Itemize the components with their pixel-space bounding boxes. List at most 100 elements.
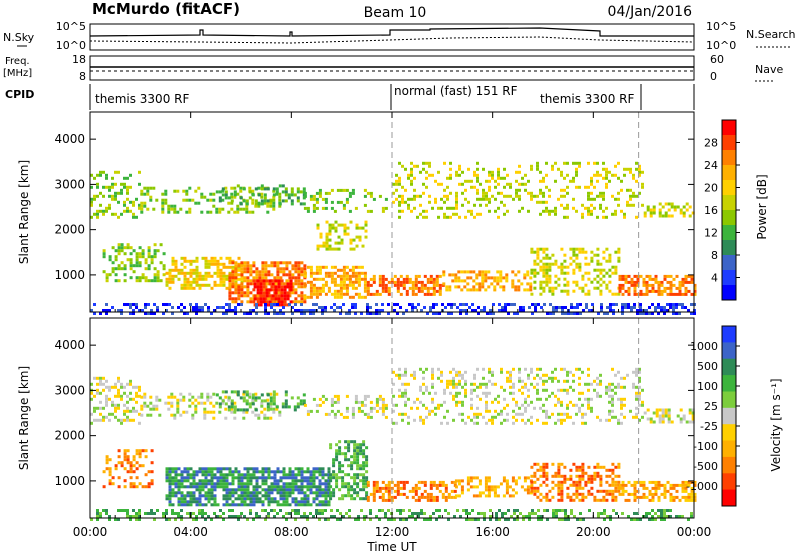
power-region-6 xyxy=(102,243,166,283)
nsearch-tick-bottom: 10^0 xyxy=(706,39,736,52)
velocity-colorbar-swatch-0 xyxy=(722,326,736,343)
velocity-colorbar-swatch-7 xyxy=(722,440,736,458)
velocity-colorbar-tick-2: 100 xyxy=(697,380,718,393)
x-tick-6: 00:00 xyxy=(677,525,712,539)
velocity-colorbar-tick-3: 25 xyxy=(704,400,718,413)
velocity-y-axis: 1000 2000 3000 4000 xyxy=(54,338,694,488)
x-tick-1: 04:00 xyxy=(173,525,208,539)
velocity-region-6 xyxy=(102,449,154,489)
velocity-colorbar-swatch-3 xyxy=(722,375,736,392)
nave-label: Nave xyxy=(755,63,783,76)
cpid-mode-2: normal (fast) 151 RF xyxy=(394,84,518,98)
velocity-region-9 xyxy=(366,480,457,502)
velocity-heatmap-cells xyxy=(90,318,697,521)
velocity-panel: 1000 2000 3000 4000 Slant Range [km] 1000 50… xyxy=(17,317,783,521)
velocity-ylabel: Slant Range [km] xyxy=(17,366,31,470)
x-tick-2: 08:00 xyxy=(274,525,309,539)
power-colorbar-tick-0: 28 xyxy=(704,137,718,150)
power-region-15 xyxy=(618,274,697,296)
velocity-ytick-2: 3000 xyxy=(54,383,85,397)
velocity-region-5 xyxy=(643,408,695,424)
power-colorbar-swatch-4 xyxy=(722,180,736,196)
velocity-ytick-0: 1000 xyxy=(54,474,85,488)
cpid-strip: CPID themis 3300 RF normal (fast) 151 RF… xyxy=(5,84,695,110)
power-region-0 xyxy=(90,170,141,219)
velocity-colorbar-tick-4: -25 xyxy=(700,420,718,433)
power-colorbar-swatch-1 xyxy=(722,135,736,151)
power-region-11 xyxy=(316,220,368,251)
date-title: 04/Jan/2016 xyxy=(608,4,693,20)
velocity-colorbar-swatch-4 xyxy=(722,391,736,409)
power-ytick-0: 1000 xyxy=(54,268,85,282)
time-x-axis: 00:00 04:00 08:00 12:00 16:00 20:00 00:00 xyxy=(73,112,712,539)
freq-unit: [MHz] xyxy=(3,68,32,79)
velocity-colorbar-tick-6: -500 xyxy=(693,460,718,473)
velocity-colorbar-tick-7: -1000 xyxy=(686,480,718,493)
nave-tick-top: 60 xyxy=(710,53,724,66)
velocity-colorbar-swatch-2 xyxy=(722,358,736,376)
velocity-colorbar-label: Velocity [m s⁻¹] xyxy=(769,378,783,471)
velocity-region-8 xyxy=(329,440,369,501)
nsearch-trace xyxy=(89,36,695,44)
velocity-ytick-3: 4000 xyxy=(54,338,85,352)
power-ytick-1: 2000 xyxy=(54,223,85,237)
x-tick-4: 16:00 xyxy=(475,525,510,539)
power-region-3 xyxy=(303,188,388,213)
power-colorbar-tick-2: 20 xyxy=(704,182,718,195)
power-region-16 xyxy=(90,303,696,315)
velocity-region-10 xyxy=(454,476,533,498)
power-region-13 xyxy=(442,270,533,292)
velocity-colorbar-tick-1: 500 xyxy=(697,360,718,373)
power-region-9 xyxy=(253,279,293,307)
power-colorbar-swatch-9 xyxy=(722,255,736,271)
velocity-region-0 xyxy=(90,376,141,425)
power-colorbar-swatch-2 xyxy=(722,150,736,166)
power-colorbar-swatch-11 xyxy=(722,285,736,301)
power-colorbar-swatch-3 xyxy=(722,165,736,181)
power-region-14 xyxy=(530,247,621,296)
nsky-tick-top: 10^5 xyxy=(56,20,86,33)
nsky-label: N.Sky xyxy=(3,31,35,44)
beam-title: Beam 10 xyxy=(364,5,427,21)
velocity-colorbar-swatch-1 xyxy=(722,342,736,360)
power-colorbar-swatch-0 xyxy=(722,120,736,136)
power-colorbar-tick-6: 4 xyxy=(711,272,718,285)
power-heatmap-cells xyxy=(90,112,697,315)
power-panel: 1000 2000 3000 4000 Slant Range [km] 28 24 20… xyxy=(17,111,769,315)
freq-label: Freq. xyxy=(5,56,30,67)
velocity-region-13 xyxy=(90,509,693,521)
power-y-axis: 1000 2000 3000 4000 xyxy=(54,132,694,282)
x-tick-5: 20:00 xyxy=(576,525,611,539)
power-colorbar-swatch-7 xyxy=(722,225,736,241)
power-region-4 xyxy=(392,161,644,219)
power-region-5 xyxy=(643,202,695,218)
x-tick-0: 00:00 xyxy=(73,525,108,539)
velocity-region-4 xyxy=(392,367,644,425)
cpid-mode-3: themis 3300 RF xyxy=(540,92,634,106)
x-tick-3: 12:00 xyxy=(375,525,410,539)
x-axis-label: Time UT xyxy=(366,540,417,554)
velocity-colorbar-tick-5: -100 xyxy=(693,440,718,453)
power-colorbar-swatch-6 xyxy=(722,210,736,226)
velocity-colorbar-swatch-6 xyxy=(722,424,736,442)
nave-tick-bottom: 0 xyxy=(710,70,717,83)
velocity-colorbar-swatch-8 xyxy=(722,456,736,474)
power-ylabel: Slant Range [km] xyxy=(17,160,31,264)
station-title: McMurdo (fitACF) xyxy=(92,0,240,18)
power-colorbar-tick-4: 12 xyxy=(704,227,718,240)
power-colorbar-label: Power [dB] xyxy=(755,174,769,239)
freq-tick-top: 18 xyxy=(72,53,86,66)
velocity-region-7 xyxy=(165,467,331,507)
nsky-tick-bottom: 10^0 xyxy=(56,39,86,52)
nsearch-label: N.Search xyxy=(746,28,796,41)
velocity-colorbar-swatch-5 xyxy=(722,407,736,425)
velocity-colorbar-tick-0: 1000 xyxy=(690,340,718,353)
cpid-mode-1: themis 3300 RF xyxy=(95,92,189,106)
power-ytick-2: 3000 xyxy=(54,177,85,191)
power-colorbar-swatch-10 xyxy=(722,270,736,286)
nsearch-tick-top: 10^5 xyxy=(706,20,736,33)
power-region-1 xyxy=(140,186,282,214)
power-region-10 xyxy=(303,265,367,299)
nsky-strip: N.Sky 10^5 10^0 10^5 10^0 N.Search xyxy=(3,20,796,52)
